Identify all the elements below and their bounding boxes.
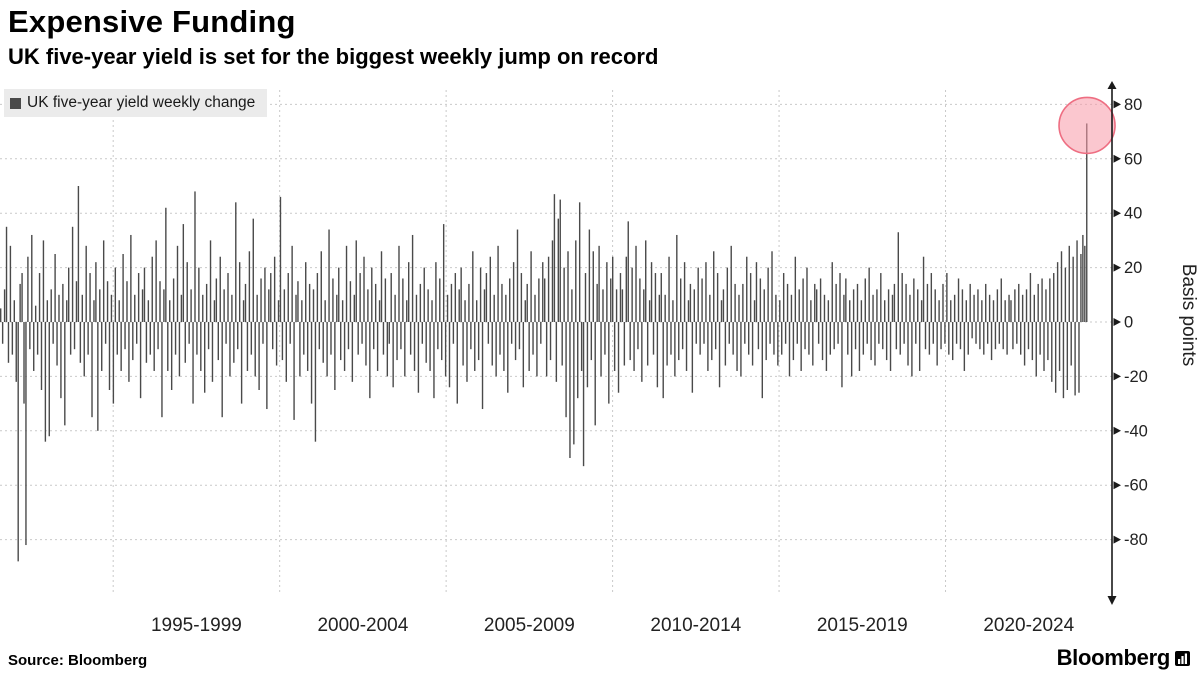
chart-area: 80 60 40 20 0 -20 -40 -60 -80 1995-1999 2000-2004 2… <box>0 80 1200 655</box>
legend-swatch-icon <box>10 97 21 109</box>
svg-text:2010-2014: 2010-2014 <box>650 615 741 636</box>
svg-text:20: 20 <box>1124 259 1142 277</box>
chart-canvas: 80 60 40 20 0 -20 -40 -60 -80 1995-1999 2000-2004 2… <box>0 81 1199 636</box>
legend-label: UK five-year yield weekly change <box>27 94 256 111</box>
svg-text:2015-2019: 2015-2019 <box>817 615 908 636</box>
svg-text:80: 80 <box>1124 96 1142 114</box>
svg-text:40: 40 <box>1124 205 1142 223</box>
svg-text:-60: -60 <box>1124 477 1148 495</box>
svg-text:2020-2024: 2020-2024 <box>983 615 1074 636</box>
svg-text:-40: -40 <box>1124 422 1148 440</box>
svg-text:-80: -80 <box>1124 531 1148 549</box>
source-note: Source: Bloomberg <box>8 652 148 669</box>
svg-text:60: 60 <box>1124 150 1142 168</box>
svg-text:Basis points: Basis points <box>1178 264 1199 366</box>
legend: UK five-year yield weekly change <box>4 89 268 117</box>
svg-text:1995-1999: 1995-1999 <box>151 615 242 636</box>
svg-text:2005-2009: 2005-2009 <box>484 615 575 636</box>
page-title: Expensive Funding <box>8 4 296 39</box>
bloomberg-attribution: Bloomberg <box>1057 645 1190 671</box>
svg-text:-20: -20 <box>1124 368 1148 386</box>
svg-text:0: 0 <box>1124 314 1133 332</box>
page-subtitle: UK five-year yield is set for the bigges… <box>8 44 659 69</box>
bloomberg-wordmark: Bloomberg <box>1056 645 1171 670</box>
svg-text:2000-2004: 2000-2004 <box>317 615 408 636</box>
bloomberg-logo-icon <box>1175 650 1190 666</box>
